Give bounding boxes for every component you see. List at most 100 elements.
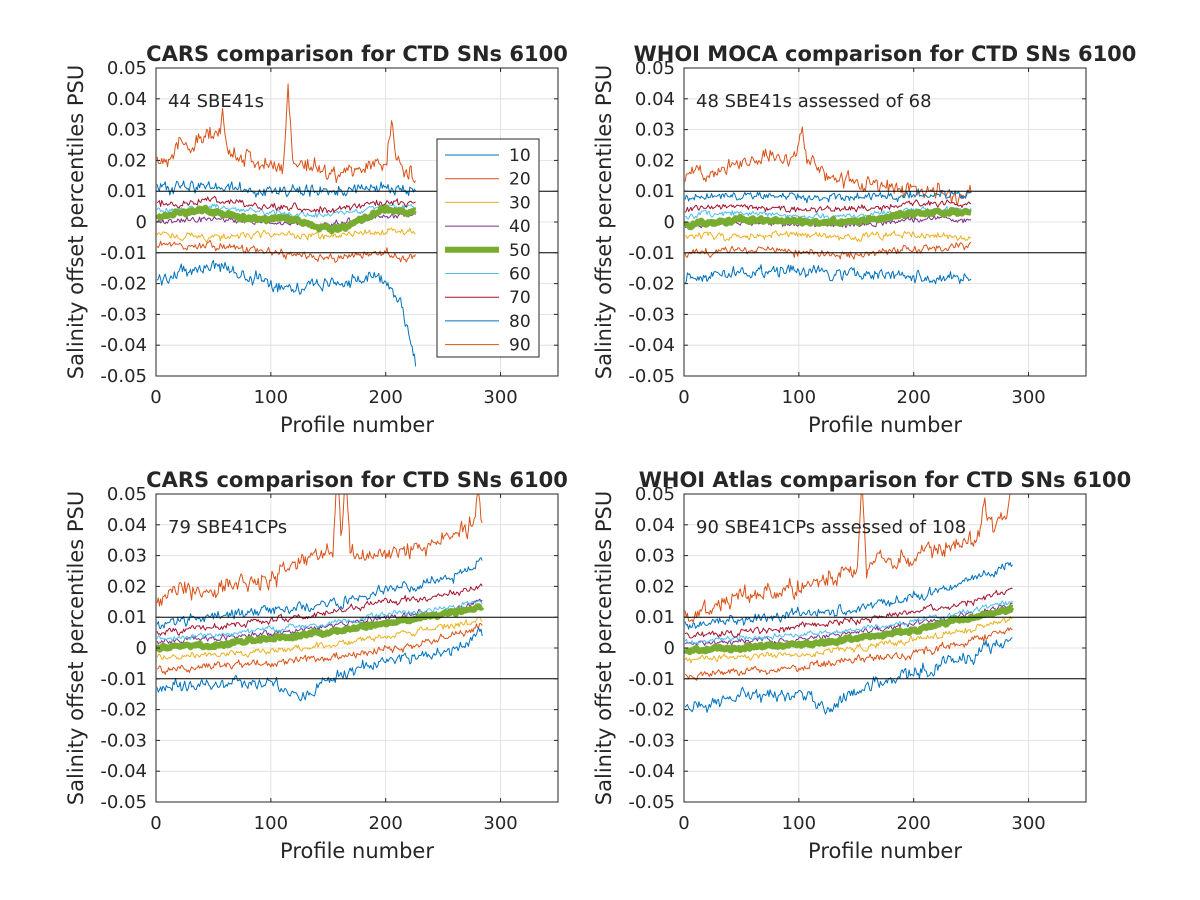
y-tick-label: -0.05 (100, 366, 147, 387)
chart-annotation: 48 SBE41s assessed of 68 (696, 91, 932, 112)
series-line-90 (156, 622, 483, 675)
series-line-20 (156, 83, 417, 183)
y-tick-label: 0.04 (635, 515, 675, 536)
y-tick-label: 0 (136, 638, 147, 659)
y-tick-label: -0.04 (100, 335, 147, 356)
y-tick-label: -0.01 (628, 669, 675, 690)
y-tick-label: -0.05 (628, 366, 675, 387)
series-line-10 (684, 264, 972, 285)
legend-label-20: 20 (509, 170, 531, 190)
y-tick-label: -0.02 (100, 700, 147, 721)
x-axis-label: Profile number (280, 413, 434, 437)
y-axis-label: Salinity offset percentiles PSU (592, 491, 616, 805)
y-tick-label: -0.01 (100, 243, 147, 264)
series-line-70 (684, 587, 1013, 639)
x-axis-label: Profile number (808, 839, 962, 863)
series-group (684, 494, 1015, 715)
series-line-60 (685, 205, 972, 220)
y-tick-label: -0.01 (628, 243, 675, 264)
x-tick-label: 0 (678, 813, 689, 834)
y-tick-label: 0.01 (107, 181, 147, 202)
series-line-90 (684, 627, 1013, 681)
x-tick-label: 300 (1011, 387, 1045, 408)
chart-title: WHOI MOCA comparison for CTD SNs 6100 (634, 42, 1137, 66)
y-tick-label: -0.03 (100, 304, 147, 325)
series-line-80 (156, 180, 417, 198)
series-line-20 (684, 494, 1011, 623)
chart-title: CARS comparison for CTD SNs 6100 (146, 468, 568, 492)
series-line-20 (156, 494, 483, 607)
y-tick-label: -0.05 (628, 792, 675, 813)
y-tick-label: -0.03 (628, 730, 675, 751)
legend-label-50: 50 (509, 241, 531, 261)
series-group (156, 494, 485, 702)
series-line-60 (156, 600, 483, 642)
y-tick-label: 0.04 (635, 89, 675, 110)
series-line-30 (156, 227, 416, 243)
legend-label-40: 40 (509, 217, 531, 237)
y-tick-label: 0.01 (635, 181, 675, 202)
x-tick-label: 100 (782, 813, 816, 834)
chart-annotation: 44 SBE41s (168, 91, 264, 112)
series-line-30 (685, 230, 972, 242)
x-tick-label: 300 (1011, 813, 1045, 834)
x-tick-label: 0 (678, 387, 689, 408)
y-tick-label: 0.03 (635, 546, 675, 567)
y-tick-label: 0.02 (107, 576, 147, 597)
series-line-50 (156, 204, 418, 235)
legend-label-30: 30 (509, 193, 531, 213)
y-tick-label: 0.01 (107, 607, 147, 628)
y-tick-label: 0.03 (107, 546, 147, 567)
series-line-10 (156, 627, 483, 702)
y-tick-label: -0.02 (100, 274, 147, 295)
y-tick-label: -0.02 (628, 700, 675, 721)
y-tick-label: 0.04 (107, 515, 147, 536)
series-line-80 (156, 557, 483, 630)
x-tick-label: 300 (483, 387, 517, 408)
x-tick-label: 200 (369, 813, 403, 834)
series-group (156, 83, 418, 367)
y-axis-label: Salinity offset percentiles PSU (64, 491, 88, 805)
x-tick-label: 200 (369, 387, 403, 408)
y-tick-label: -0.04 (628, 335, 675, 356)
series-line-50 (684, 604, 1015, 656)
series-line-70 (156, 195, 416, 214)
y-tick-label: -0.05 (100, 792, 147, 813)
x-tick-label: 100 (254, 387, 288, 408)
series-line-30 (684, 616, 1013, 664)
y-tick-label: 0 (664, 638, 675, 659)
x-tick-label: 200 (897, 813, 931, 834)
y-tick-label: 0.02 (107, 150, 147, 171)
y-tick-label: 0.05 (107, 58, 147, 79)
y-tick-label: -0.04 (100, 761, 147, 782)
series-line-30 (156, 616, 483, 660)
series-line-80 (684, 188, 972, 204)
x-tick-label: 0 (150, 387, 161, 408)
y-tick-label: 0.02 (635, 576, 675, 597)
chart-panel-1: -0.05 -0.04 -0.03 -0.02 -0.01 0 0.01 0.02 0.03 0.… (64, 42, 568, 437)
legend-label-70: 70 (509, 288, 531, 308)
y-tick-label: 0.03 (635, 120, 675, 141)
y-tick-label: 0 (136, 212, 147, 233)
chart-annotation: 79 SBE41CPs (168, 517, 287, 538)
x-tick-label: 200 (897, 387, 931, 408)
chart-panel-4: -0.05 -0.04 -0.03 -0.02 -0.01 0 0.01 0.02 0.03 0.… (592, 468, 1131, 863)
x-tick-label: 100 (782, 387, 816, 408)
chart-annotation: 90 SBE41CPs assessed of 108 (696, 517, 966, 538)
y-tick-label: -0.03 (628, 304, 675, 325)
y-tick-label: 0.05 (635, 484, 675, 505)
y-tick-label: 0 (664, 212, 675, 233)
x-tick-label: 100 (254, 813, 288, 834)
y-axis-label: Salinity offset percentiles PSU (64, 65, 88, 379)
chart-panel-2: -0.05 -0.04 -0.03 -0.02 -0.01 0 0.01 0.02 0.03 0.… (592, 42, 1136, 437)
y-tick-label: -0.03 (100, 730, 147, 751)
chart-panel-3: -0.05 -0.04 -0.03 -0.02 -0.01 0 0.01 0.02 0.03 0.… (64, 468, 568, 863)
y-tick-label: 0.02 (635, 150, 675, 171)
y-tick-label: 0.05 (107, 484, 147, 505)
chart-title: CARS comparison for CTD SNs 6100 (146, 42, 568, 66)
x-tick-label: 0 (150, 813, 161, 834)
y-axis-label: Salinity offset percentiles PSU (592, 65, 616, 379)
series-line-70 (156, 583, 483, 636)
legend-label-10: 10 (509, 146, 531, 166)
legend-label-80: 80 (509, 312, 531, 332)
